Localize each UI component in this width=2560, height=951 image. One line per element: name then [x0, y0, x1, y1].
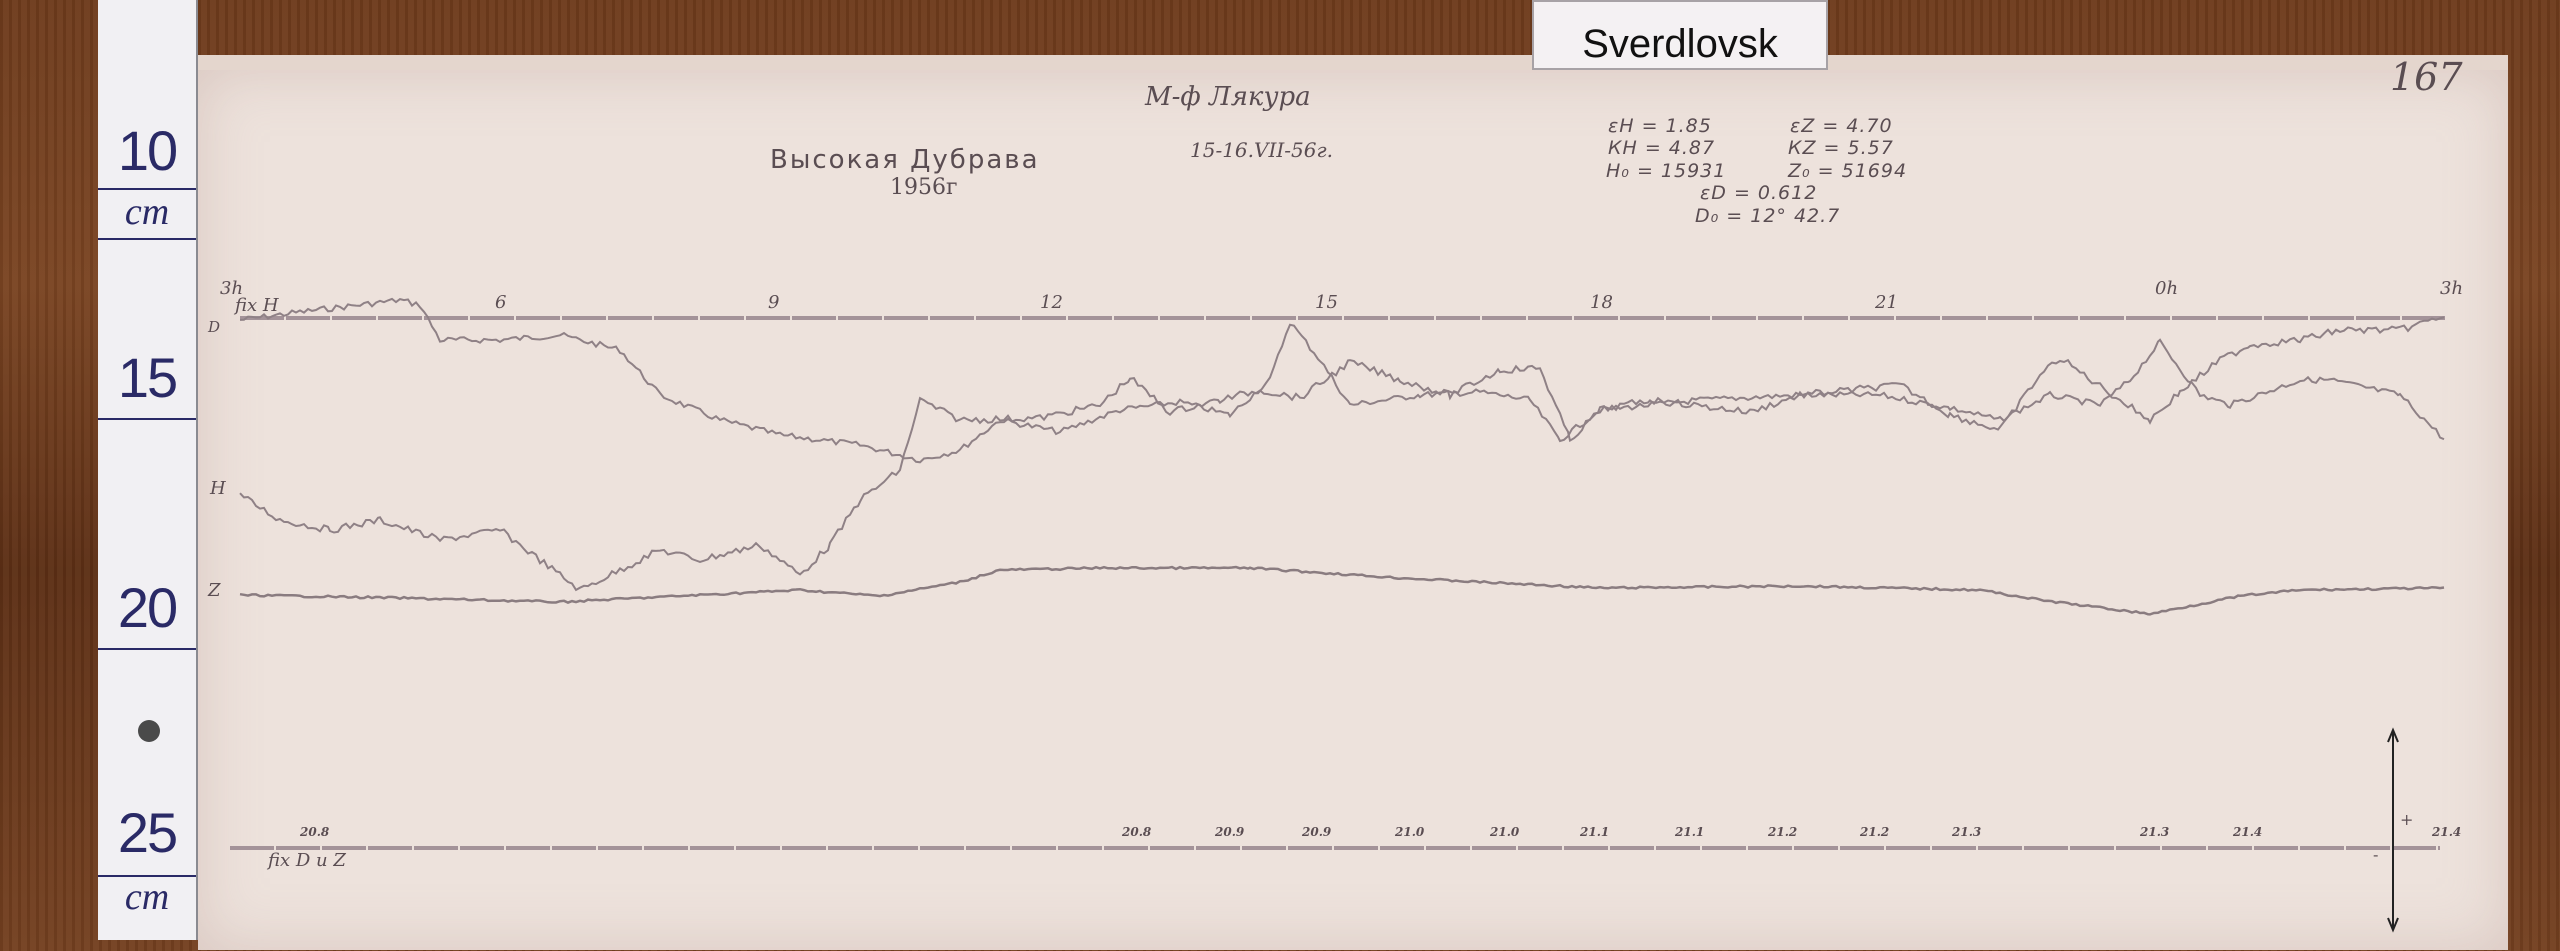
- hour-mark: 9: [768, 292, 780, 313]
- temperature-mark: 21.0: [1490, 825, 1520, 839]
- temperature-mark: 21.4: [2432, 825, 2462, 839]
- ruler-label: 25: [117, 801, 178, 864]
- temperature-mark: 21.4: [2233, 825, 2263, 839]
- temperature-mark: 20.9: [1215, 825, 1245, 839]
- trace-z: [239, 565, 2445, 616]
- temperature-mark: 21.2: [1860, 825, 1890, 839]
- hour-mark: 18: [1590, 292, 1613, 313]
- hour-mark: 0h: [2155, 278, 2179, 299]
- constant-eps-d: εD = 0.612: [1700, 182, 1818, 204]
- hour-mark: 12: [1040, 292, 1063, 313]
- station-name: Высокая Дубрава: [770, 145, 1040, 175]
- constant-k-h: КН = 4.87: [1608, 137, 1716, 159]
- station-tag: Sverdlovsk (SVD): [1532, 0, 1828, 70]
- temperature-mark: 21.0: [1395, 825, 1425, 839]
- fix-h-label: fix H: [235, 295, 279, 316]
- constant-z0: Z₀ = 51694: [1788, 160, 1908, 182]
- arrow-head-up-icon: [2387, 727, 2399, 743]
- temperature-mark: 21.3: [2140, 825, 2170, 839]
- magnetogram-sheet: [198, 70, 2508, 950]
- trace-label-z: Z: [208, 580, 221, 601]
- fix-dz-label: fix D u Z: [268, 850, 346, 871]
- hour-mark: 3h: [2440, 278, 2464, 299]
- constant-d0: D₀ = 12° 42.7: [1695, 205, 1841, 227]
- ruler-tick: [98, 238, 196, 240]
- hour-mark: 6: [495, 292, 507, 313]
- trace-d: [239, 297, 2445, 464]
- constant-k-z: КZ = 5.57: [1788, 137, 1894, 159]
- operator-name: М-ф Лякура: [1145, 82, 1311, 112]
- ruler-tick: [98, 188, 196, 190]
- ruler: 10 cm 15 20 25 cm: [98, 0, 198, 940]
- ruler-hole: [138, 720, 160, 742]
- polarity-minus: -: [2373, 845, 2379, 864]
- constant-h0: Н₀ = 15931: [1606, 160, 1727, 182]
- constant-eps-h: εН = 1.85: [1608, 115, 1712, 137]
- temperature-mark: 21.1: [1580, 825, 1610, 839]
- temperature-mark: 20.8: [1122, 825, 1152, 839]
- sheet-number: 167: [2390, 55, 2463, 99]
- ruler-tick: [98, 875, 196, 877]
- constant-eps-z: εZ = 4.70: [1790, 115, 1893, 137]
- temperature-mark: 21.2: [1768, 825, 1798, 839]
- ruler-label: 15: [117, 346, 178, 409]
- ruler-label: 20: [117, 576, 178, 639]
- temperature-mark: 20.8: [300, 825, 330, 839]
- temperature-mark: 21.3: [1952, 825, 1982, 839]
- record-year: 1956г: [890, 175, 958, 200]
- record-date: 15-16.VII-56г.: [1190, 138, 1333, 162]
- temperature-mark: 20.9: [1302, 825, 1332, 839]
- trace-label-h: H: [210, 478, 226, 499]
- hour-mark: 21: [1875, 292, 1898, 313]
- ruler-unit: cm: [124, 191, 170, 233]
- hour-mark: 3h: [220, 278, 244, 299]
- ruler-label: 10: [117, 119, 178, 182]
- trace-h: [239, 316, 2445, 592]
- trace-label-d: D: [208, 318, 221, 336]
- arrow-head-down-icon: [2387, 917, 2399, 933]
- temperature-mark: 21.1: [1675, 825, 1705, 839]
- ruler-tick: [98, 418, 196, 420]
- ruler-unit: cm: [124, 876, 170, 918]
- hour-mark: 15: [1315, 292, 1338, 313]
- ruler-tick: [98, 648, 196, 650]
- polarity-plus: +: [2400, 810, 2414, 829]
